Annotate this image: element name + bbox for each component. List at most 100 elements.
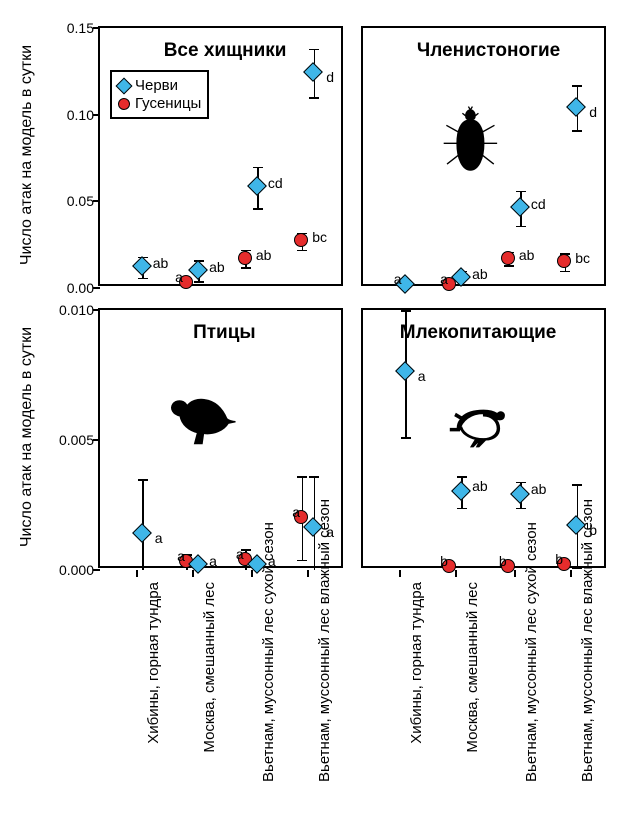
data-point (569, 100, 583, 119)
data-point (398, 364, 412, 383)
diamond-marker-icon (116, 77, 133, 94)
y-tick-mark (93, 309, 100, 311)
error-cap (516, 226, 526, 228)
diamond-marker-icon (451, 267, 471, 287)
data-point (250, 179, 264, 198)
y-tick-label: 0.10 (50, 107, 94, 123)
y-tick-label: 0.05 (50, 193, 94, 209)
y-tick-label: 0.15 (50, 20, 94, 36)
data-point (238, 251, 252, 270)
y-tick-mark (93, 287, 100, 289)
data-point (501, 251, 515, 270)
data-point (454, 270, 468, 289)
error-cap (401, 310, 411, 312)
point-label: bc (312, 229, 327, 245)
chart-panel: Все хищники0.000.050.100.15ЧервиГусеницы… (98, 26, 343, 286)
data-point (513, 200, 527, 219)
y-tick-label: 0.005 (50, 432, 94, 448)
error-cap (309, 97, 319, 99)
error-cap (297, 476, 307, 478)
point-label: a (440, 271, 448, 287)
data-point (294, 233, 308, 252)
error-cap (457, 476, 467, 478)
x-tick-label: Москва, смешанный лес (201, 582, 218, 782)
error-cap (516, 508, 526, 510)
point-label: b (499, 553, 507, 569)
y-tick-mark (93, 200, 100, 202)
panel-title: Членистоногие (417, 40, 560, 62)
figure-root: Число атак на модель в сутки Число атак н… (0, 0, 639, 827)
x-tick-label: Вьетнам, муссонный лес сухой сезон (523, 582, 540, 782)
y-tick-mark (93, 569, 100, 571)
error-cap (572, 567, 582, 569)
data-point (250, 557, 264, 576)
diamond-marker-icon (247, 177, 267, 197)
panel-title: Млекопитающие (400, 322, 557, 344)
y-tick-label: 0.000 (50, 562, 94, 578)
data-point (557, 254, 571, 273)
y-tick-mark (93, 114, 100, 116)
y-axis-label: Число атак на модель в сутки (18, 322, 36, 552)
point-label: b (440, 553, 448, 569)
legend-item: Гусеницы (118, 95, 201, 112)
x-tick-mark (136, 570, 138, 577)
diamond-marker-icon (566, 97, 586, 117)
point-label: ab (153, 255, 169, 271)
x-tick-label: Вьетнам, муссонный лес влажный сезон (316, 582, 333, 782)
y-axis-label: Число атак на модель в сутки (18, 40, 36, 270)
diamond-marker-icon (566, 515, 586, 535)
x-tick-mark (399, 570, 401, 577)
legend-label: Гусеницы (135, 95, 201, 112)
error-cap (572, 484, 582, 486)
chart-panel: Птицы0.0000.0050.010Хибины, горная тундр… (98, 308, 343, 568)
data-point (135, 526, 149, 545)
point-label: a (209, 553, 217, 569)
chart-panel: Членистоногиеaaabcdabdbc (361, 26, 606, 286)
point-label: b (589, 522, 597, 538)
error-cap (309, 49, 319, 51)
chart-panel: МлекопитающиеХибины, горная тундраМосква… (361, 308, 606, 568)
diamond-marker-icon (395, 361, 415, 381)
point-label: a (326, 524, 334, 540)
bird-silhouette-icon (164, 378, 247, 451)
legend-label: Черви (135, 77, 178, 94)
x-tick-label: Вьетнам, муссонный лес сухой сезон (260, 582, 277, 782)
point-label: a (177, 548, 185, 564)
point-label: a (394, 271, 402, 287)
beetle-silhouette-icon (437, 101, 511, 179)
error-cap (253, 167, 263, 169)
data-point (135, 259, 149, 278)
x-tick-label: Москва, смешанный лес (464, 582, 481, 782)
point-label: d (589, 104, 597, 120)
x-tick-label: Хибины, горная тундра (408, 582, 425, 782)
point-label: b (555, 551, 563, 567)
data-point (513, 487, 527, 506)
diamond-marker-icon (247, 554, 267, 574)
error-cap (138, 479, 148, 481)
error-cap (457, 508, 467, 510)
point-label: a (175, 269, 183, 285)
point-label: cd (268, 175, 283, 191)
error-cap (401, 437, 411, 439)
diamond-marker-icon (303, 62, 323, 82)
circle-marker-icon (238, 251, 252, 265)
x-tick-label: Хибины, горная тундра (145, 582, 162, 782)
point-label: ab (472, 478, 488, 494)
error-cap (572, 130, 582, 132)
data-point (569, 518, 583, 537)
error-cap (309, 476, 319, 478)
error-cap (572, 85, 582, 87)
y-tick-label: 0.00 (50, 280, 94, 296)
data-point (306, 520, 320, 539)
diamond-marker-icon (132, 523, 152, 543)
diamond-marker-icon (188, 554, 208, 574)
error-cap (516, 191, 526, 193)
x-tick-label: Вьетнам, муссонный лес влажный сезон (579, 582, 596, 782)
y-tick-label: 0.010 (50, 302, 94, 318)
diamond-marker-icon (132, 256, 152, 276)
legend: ЧервиГусеницы (110, 70, 209, 119)
point-label: cd (531, 196, 546, 212)
point-label: ab (519, 247, 535, 263)
x-tick-mark (307, 570, 309, 577)
point-label: a (292, 504, 300, 520)
